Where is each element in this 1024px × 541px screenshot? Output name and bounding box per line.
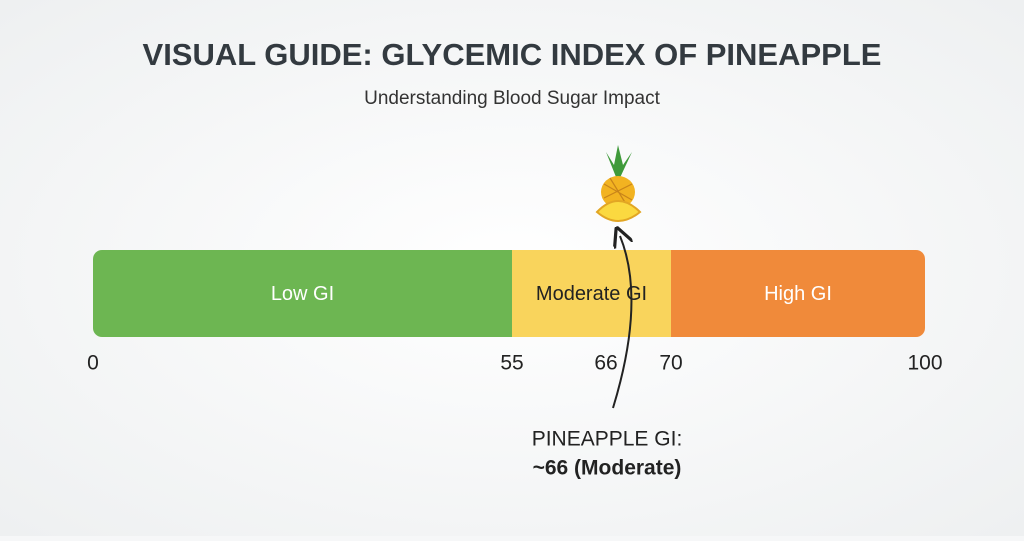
tick-label: 66 (594, 352, 617, 375)
segment-label: Low GI (271, 283, 334, 305)
marker-label: PINEAPPLE GI: (532, 428, 683, 451)
segment (512, 250, 671, 337)
marker-value-label: ~66 (Moderate) (533, 457, 682, 480)
tick-label: 55 (500, 352, 523, 375)
marker-arrow (612, 236, 631, 409)
segment-label: Moderate GI (536, 283, 647, 305)
pineapple-icon (595, 145, 642, 222)
segment (93, 250, 512, 337)
tick-label: 70 (659, 352, 682, 375)
title: VISUAL GUIDE: GLYCEMIC INDEX OF PINEAPPL… (143, 37, 882, 72)
segment-label: High GI (764, 283, 832, 305)
gi-bar (93, 250, 925, 337)
segment (671, 250, 925, 337)
tick-label: 0 (87, 352, 99, 375)
tick-label: 100 (907, 352, 942, 375)
subtitle: Understanding Blood Sugar Impact (364, 88, 660, 109)
